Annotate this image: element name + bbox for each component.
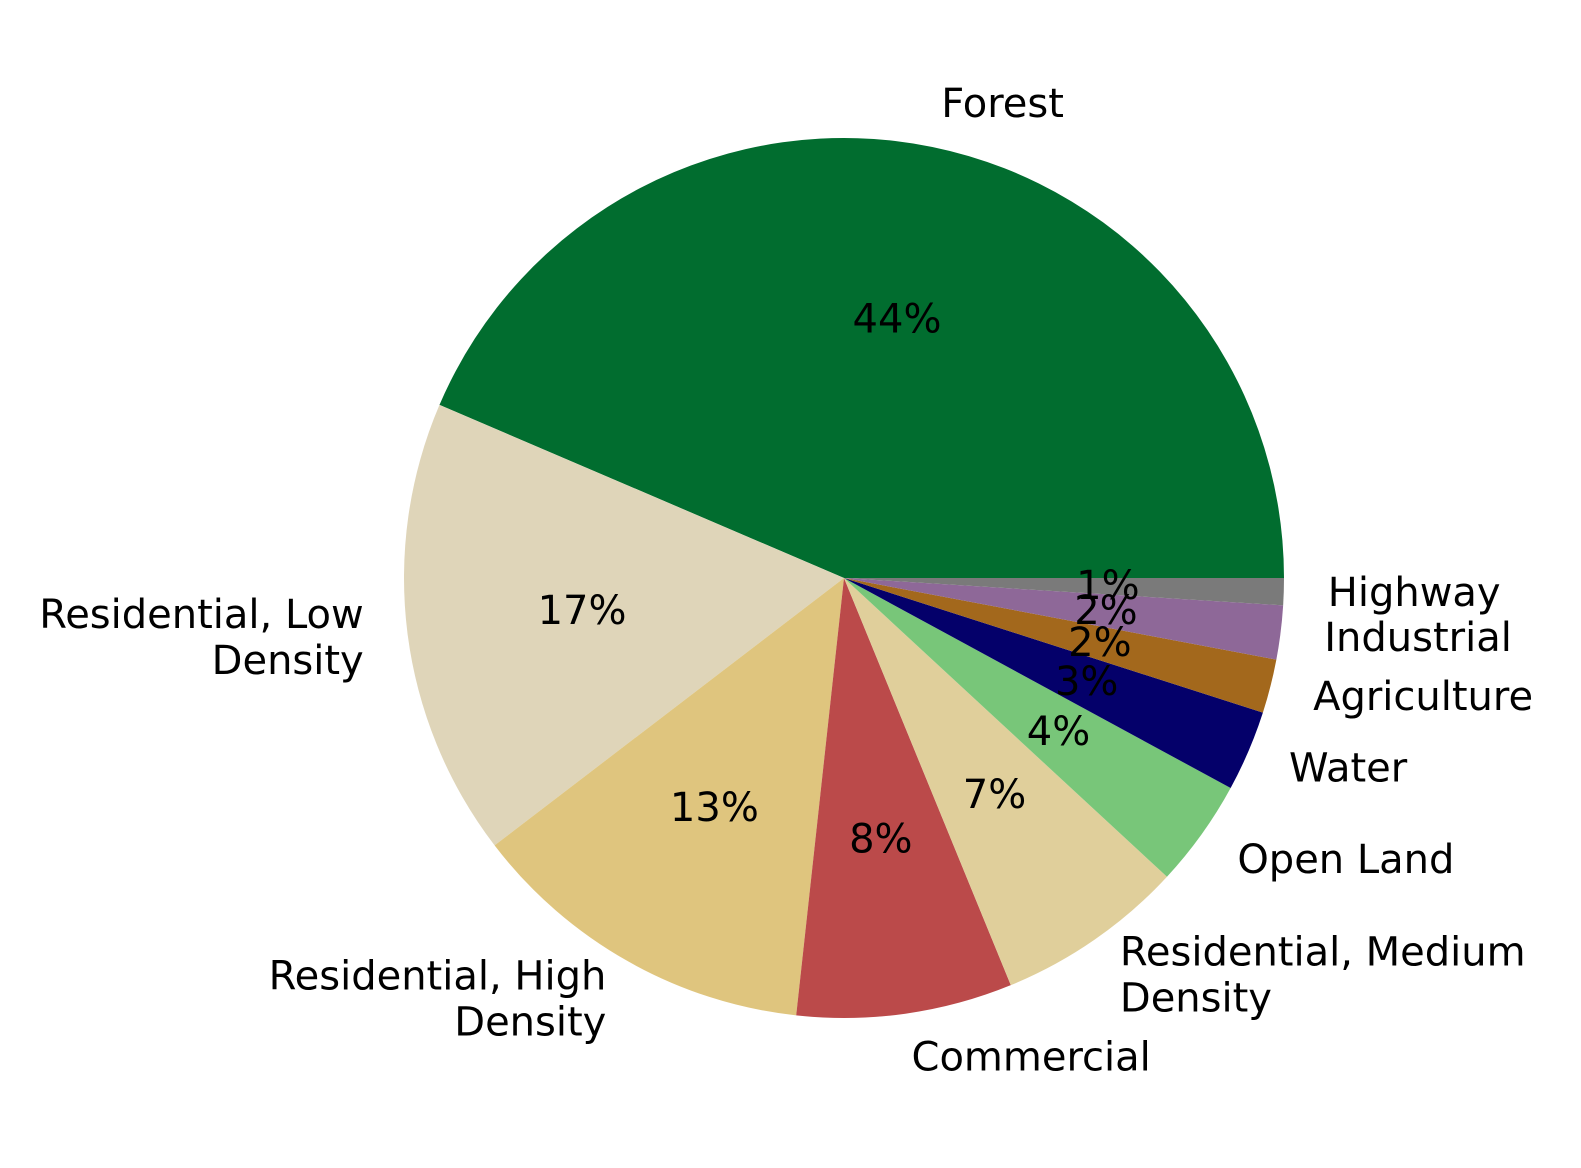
slice-agriculture [844,578,1277,713]
cat-label-line: Residential, Medium [1120,930,1526,976]
slice-residential-high-density [494,578,844,1016]
slice-open-land [844,578,1231,877]
pct-label-water: 3% [1055,659,1118,705]
cat-label-water: Water [1289,745,1408,791]
cat-label-line: Highway [1328,570,1501,616]
cat-label-line: Residential, Low [39,592,364,638]
cat-label-open-land: Open Land [1237,837,1454,883]
pct-label-highway: 1% [1076,563,1139,609]
pct-label-open-land: 4% [1027,709,1090,755]
pie-slices [403,138,1285,1018]
slice-industrial [844,578,1284,660]
cat-label-line: Forest [941,81,1064,127]
cat-label-highway: Highway [1328,570,1501,616]
slice-forest [439,138,1285,578]
pct-label-agriculture: 2% [1068,620,1131,666]
cat-label-line: Industrial [1324,615,1512,661]
pct-label-industrial: 2% [1074,588,1137,634]
cat-label-residential-low-density: Residential, Low Density [39,592,364,684]
cat-label-line: Density [212,638,364,684]
slice-water [844,578,1263,789]
cat-label-agriculture: Agriculture [1313,674,1533,720]
pct-label-commercial: 8% [849,816,912,862]
cat-label-line: Open Land [1237,837,1454,883]
cat-label-line: Density [1120,976,1272,1022]
cat-label-line: Commercial [912,1034,1151,1080]
cat-label-line: Residential, High [269,954,607,1000]
slice-residential-low-density [403,404,844,846]
pct-label-forest: 44% [853,296,942,342]
cat-label-line: Water [1289,745,1408,791]
slice-residential-medium-density [844,578,1167,986]
slice-highway [844,578,1284,606]
pct-label-residential-medium-density: 7% [963,772,1026,818]
percentage-labels: 44%17%13%8%7%4%3%2%2%1% [538,296,1140,862]
cat-label-residential-medium-density: Residential, Medium Density [1120,930,1526,1022]
slice-commercial [796,578,1011,1018]
pct-label-residential-low-density: 17% [538,588,627,634]
cat-label-forest: Forest [941,81,1064,127]
cat-label-residential-high-density: Residential, High Density [269,954,607,1046]
cat-label-industrial: Industrial [1324,615,1512,661]
cat-label-line: Agriculture [1313,674,1533,720]
cat-label-line: Density [454,1000,606,1046]
pct-label-residential-high-density: 13% [670,785,759,831]
cat-label-commercial: Commercial [912,1034,1151,1080]
